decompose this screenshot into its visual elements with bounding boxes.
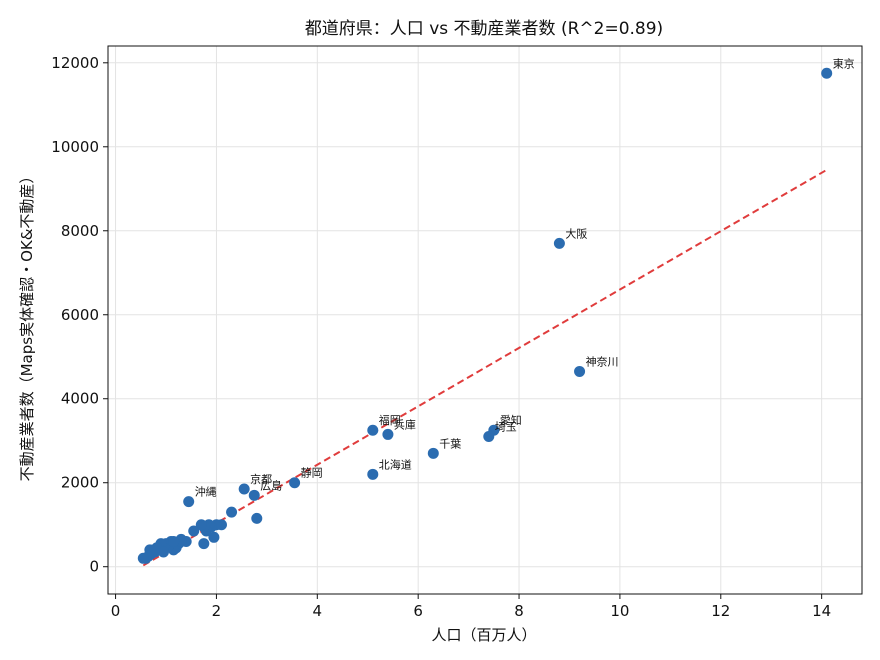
data-point (188, 525, 200, 537)
y-tick-label: 10000 (51, 138, 99, 156)
data-point (367, 424, 379, 436)
point-label: 大阪 (565, 226, 587, 240)
data-point (238, 483, 250, 495)
x-axis-title: 人口（百万人） (431, 626, 536, 644)
data-point (226, 506, 238, 518)
x-axis-ticks: 0 2 4 6 8 10 12 14 (111, 594, 831, 620)
point-label: 京都 (250, 472, 272, 486)
y-tick-label: 0 (89, 558, 99, 576)
x-tick-label: 6 (413, 602, 423, 620)
y-tick-label: 4000 (61, 390, 99, 408)
data-point (198, 538, 210, 550)
point-label: 愛知 (500, 413, 522, 427)
point-label: 沖縄 (195, 485, 217, 499)
x-tick-label: 2 (212, 602, 222, 620)
plot-frame (107, 45, 863, 595)
data-point (195, 519, 207, 531)
point-label: 北海道 (379, 457, 412, 471)
x-tick-label: 4 (313, 602, 323, 620)
point-label: 福岡 (379, 413, 401, 427)
data-point (248, 489, 260, 501)
data-point (168, 536, 180, 548)
data-point (137, 552, 149, 564)
point-label: 広島 (260, 478, 282, 492)
data-point (208, 531, 220, 543)
data-point (367, 468, 379, 480)
data-point (553, 237, 565, 249)
x-tick-label: 8 (514, 602, 524, 620)
data-point (183, 496, 195, 508)
point-label: 静岡 (301, 466, 323, 480)
x-tick-label: 14 (812, 602, 831, 620)
data-point (427, 447, 439, 459)
data-point (483, 431, 495, 443)
y-tick-label: 8000 (61, 222, 99, 240)
chart-title: 都道府県：人口 vs 不動産業者数 (R^2=0.89) (305, 19, 663, 39)
point-label: 兵庫 (394, 417, 416, 431)
data-point (382, 428, 394, 440)
y-tick-label: 12000 (51, 54, 99, 72)
point-label: 神奈川 (586, 354, 619, 368)
data-points (137, 67, 833, 564)
point-label: 千葉 (439, 436, 461, 450)
data-point (289, 477, 301, 489)
data-point (251, 512, 263, 524)
x-tick-label: 0 (111, 602, 121, 620)
x-tick-label: 12 (711, 602, 730, 620)
y-axis-title: 不動産業者数（Maps実体確認・OK&不動産） (18, 169, 36, 482)
x-tick-label: 10 (610, 602, 629, 620)
data-point (157, 546, 169, 558)
data-point (821, 67, 833, 79)
data-point (574, 365, 586, 377)
grid (108, 46, 862, 594)
point-label: 埼玉 (495, 420, 517, 434)
y-axis-ticks: 0 2000 4000 6000 8000 10000 12000 (51, 54, 108, 576)
point-label: 東京 (833, 56, 855, 70)
y-tick-label: 2000 (61, 474, 99, 492)
y-tick-label: 6000 (61, 306, 99, 324)
data-point (175, 536, 187, 548)
